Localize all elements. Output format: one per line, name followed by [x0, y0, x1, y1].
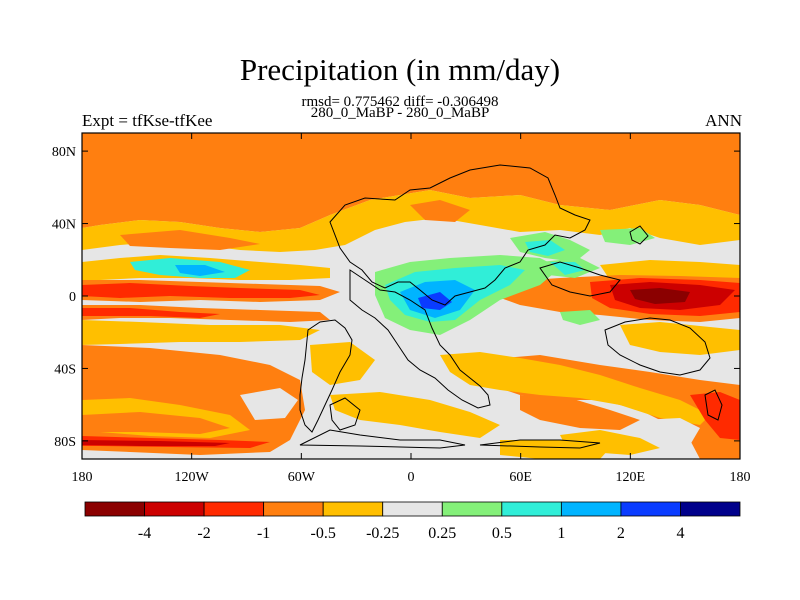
field-south-orange-sw [82, 412, 230, 434]
chart-title: Precipitation (in mm/day) [239, 52, 561, 87]
x-tick-label: 120E [616, 470, 646, 485]
x-tick-label: 60W [288, 470, 316, 485]
colorbar-swatch [322, 501, 384, 517]
x-tick-label: 180 [730, 470, 751, 485]
field-spac-yellow [620, 322, 740, 355]
field-eq-cyan-e [550, 262, 585, 275]
outline-americas [299, 319, 353, 433]
field-europe-orange [410, 200, 470, 222]
outline-antarctica [299, 429, 601, 449]
colorbar-label: -0.25 [366, 525, 399, 542]
field-south-yellow-atl [330, 392, 500, 438]
colorbar-swatch [144, 501, 205, 517]
x-tick-label: 0 [408, 470, 415, 485]
outline-africa [349, 269, 491, 409]
colorbar-swatch [441, 501, 503, 517]
field-asia-cyan [525, 240, 565, 256]
field-spac-green [560, 310, 600, 325]
colorbar-swatch [203, 501, 265, 517]
field-asia-green2 [600, 228, 655, 245]
colorbar: -4 -2 -1 -0.5 -0.25 0.25 0.5 1 2 4 [84, 501, 741, 542]
y-tick-label: 40S [54, 362, 76, 377]
field-atl-yellow [310, 342, 375, 385]
colorbar-label: 0.25 [428, 525, 456, 542]
colorbar-swatch [680, 501, 741, 517]
y-tick-label: 40N [52, 218, 76, 233]
colorbar-swatch [382, 501, 443, 517]
field-ntrop-blue-pacific2 [175, 265, 225, 276]
outline-japan [629, 225, 649, 245]
field-eq-red [82, 283, 320, 298]
x-axis: 180 120W 60W 0 60E 120E 180 [72, 133, 751, 485]
outline-nz [704, 389, 723, 421]
outline-antarctic-pen [329, 397, 361, 431]
outline-se-asia [539, 261, 621, 297]
land-outline [299, 164, 723, 449]
field-south-grey-patch [240, 388, 298, 420]
field-south-yellow-east [440, 352, 710, 425]
colorbar-label: -0.5 [311, 525, 336, 542]
y-tick-label: 0 [69, 290, 76, 305]
y-axis: 80N 40N 0 40S 80S [52, 145, 740, 450]
contour-field [82, 133, 740, 459]
field-north-yellow [82, 190, 740, 252]
y-tick-label: 80S [54, 435, 76, 450]
outline-eurasia [329, 164, 591, 306]
season-label: ANN [705, 111, 742, 130]
field-eq-red2 [82, 308, 220, 318]
colorbar-label: -1 [257, 525, 270, 542]
y-tick-label: 80N [52, 145, 76, 160]
x-tick-label: 120W [175, 470, 210, 485]
field-south-orange-se [520, 395, 640, 430]
field-stropics-yellow [82, 320, 320, 345]
colorbar-label: -2 [197, 525, 210, 542]
colorbar-swatch [560, 501, 622, 517]
colorbar-label: 0.5 [492, 525, 512, 542]
field-south-red-east [690, 392, 740, 440]
field-pacific-orange-n [120, 230, 260, 250]
x-tick-label: 180 [72, 470, 93, 485]
colorbar-label: -4 [138, 525, 151, 542]
field-south-grey-se [640, 418, 700, 445]
outline-australia [604, 317, 711, 376]
colorbar-swatch [84, 501, 145, 517]
colorbar-swatch [620, 501, 681, 517]
colorbar-swatch [263, 501, 324, 517]
stats-line: rmsd= 0.775462 diff= -0.306498 [301, 94, 499, 110]
field-wpac-maroon [630, 288, 690, 304]
colorbar-swatch [501, 501, 562, 517]
field-antarctic-yellow [500, 440, 610, 459]
case-line: 280_0_MaBP - 280_0_MaBP [310, 105, 490, 121]
field-south-darkred [82, 440, 230, 446]
colorbar-label: 1 [557, 525, 565, 542]
colorbar-label: 2 [617, 525, 625, 542]
experiment-label: Expt = tfKse-tfKee [82, 111, 213, 130]
colorbar-label: 4 [676, 525, 684, 542]
field-north-orange [82, 133, 740, 232]
x-tick-label: 60E [509, 470, 532, 485]
